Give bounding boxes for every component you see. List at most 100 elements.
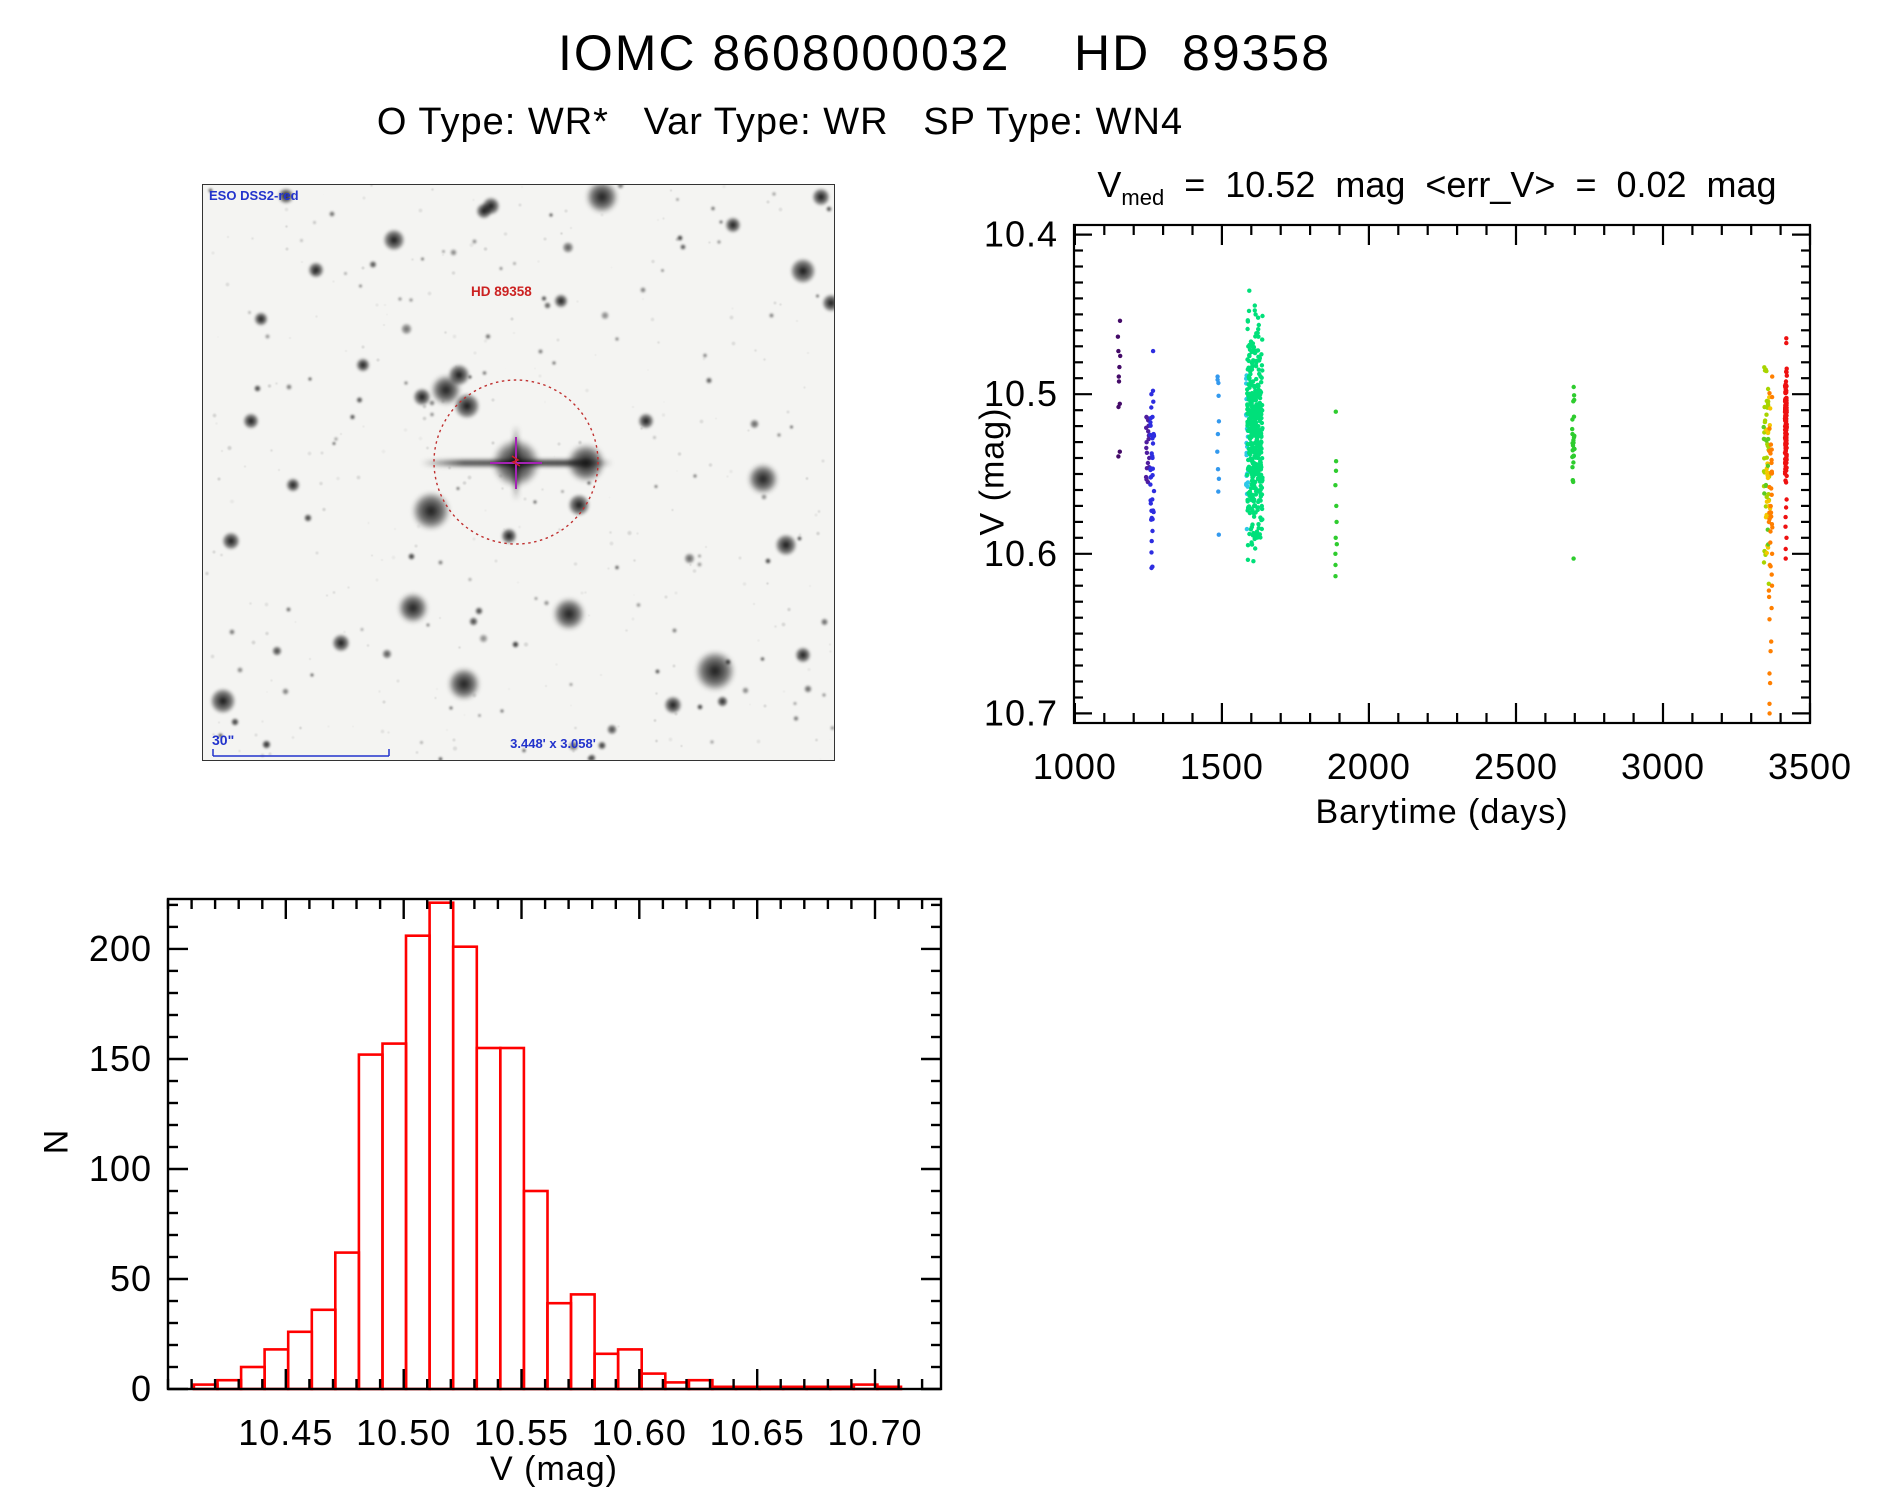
star	[750, 419, 760, 429]
star	[286, 478, 300, 492]
star	[610, 266, 613, 269]
star	[243, 413, 259, 429]
star	[769, 312, 775, 318]
star	[265, 334, 270, 339]
star	[383, 229, 405, 251]
star	[756, 738, 761, 744]
y-tick-label: 0	[131, 1368, 152, 1409]
star	[554, 294, 568, 308]
star	[579, 590, 584, 595]
x-tick-label: 2500	[1474, 746, 1558, 787]
star	[725, 217, 741, 233]
page-subtitle: O Type: WR* Var Type: WR SP Type: WN4	[376, 101, 1184, 143]
star	[442, 249, 446, 254]
star	[390, 554, 396, 560]
star	[441, 254, 445, 257]
star	[500, 709, 504, 713]
star	[631, 405, 634, 408]
star	[726, 475, 729, 479]
scale-label: 30"	[212, 732, 235, 748]
star	[820, 458, 825, 463]
star	[251, 237, 255, 241]
star	[227, 445, 233, 451]
x-tick-label: 2000	[1327, 746, 1411, 787]
star	[760, 656, 765, 662]
star	[473, 351, 477, 355]
star	[762, 357, 767, 362]
star	[430, 187, 435, 192]
star	[742, 581, 747, 587]
star	[211, 413, 217, 419]
star	[654, 484, 658, 489]
star	[216, 335, 219, 338]
star	[782, 690, 786, 694]
star	[766, 582, 770, 586]
star	[798, 532, 802, 537]
star	[288, 337, 291, 340]
star	[568, 494, 590, 516]
histogram-bars	[192, 901, 903, 1391]
star	[594, 354, 597, 356]
star	[452, 746, 458, 752]
star	[501, 528, 517, 544]
star	[797, 536, 802, 541]
star	[543, 600, 550, 606]
star	[518, 203, 522, 207]
star	[808, 584, 812, 588]
star	[541, 295, 547, 302]
star	[606, 724, 618, 735]
star	[218, 733, 223, 738]
star	[429, 412, 435, 418]
star	[420, 257, 425, 261]
star	[484, 508, 488, 512]
star	[742, 686, 750, 694]
star	[764, 557, 771, 565]
star	[456, 486, 460, 490]
star	[577, 440, 582, 445]
star	[419, 741, 423, 745]
star	[454, 393, 480, 419]
star	[676, 197, 680, 202]
target-circle	[433, 379, 599, 545]
star	[448, 364, 470, 386]
star	[369, 260, 377, 268]
star	[307, 377, 312, 382]
star	[462, 480, 467, 486]
star	[815, 530, 821, 536]
star	[400, 323, 413, 336]
x-tick-label: 10.50	[356, 1412, 451, 1453]
star	[795, 319, 798, 322]
star	[671, 663, 676, 668]
x-tick-label: 3500	[1768, 746, 1852, 787]
star	[650, 259, 656, 264]
star	[786, 410, 791, 415]
x-tick-label: 3000	[1621, 746, 1705, 787]
star	[555, 662, 559, 666]
star	[426, 291, 432, 297]
star	[370, 185, 374, 187]
star	[417, 208, 423, 214]
star	[264, 601, 269, 607]
star	[478, 633, 488, 644]
star	[600, 311, 610, 320]
star	[327, 725, 330, 728]
star	[789, 425, 794, 429]
star	[428, 400, 436, 407]
star	[650, 317, 656, 323]
star	[523, 641, 529, 648]
star	[520, 185, 524, 188]
y-tick-label: 10.6	[984, 533, 1058, 574]
starfield-image	[203, 185, 834, 760]
star	[494, 559, 499, 564]
star	[346, 585, 351, 590]
star	[474, 606, 483, 615]
star	[310, 672, 315, 678]
star	[285, 246, 290, 251]
star	[377, 690, 381, 694]
star	[696, 704, 703, 711]
star	[702, 353, 708, 358]
star	[576, 300, 580, 304]
star	[482, 370, 487, 376]
star	[709, 739, 715, 745]
star	[467, 375, 472, 380]
